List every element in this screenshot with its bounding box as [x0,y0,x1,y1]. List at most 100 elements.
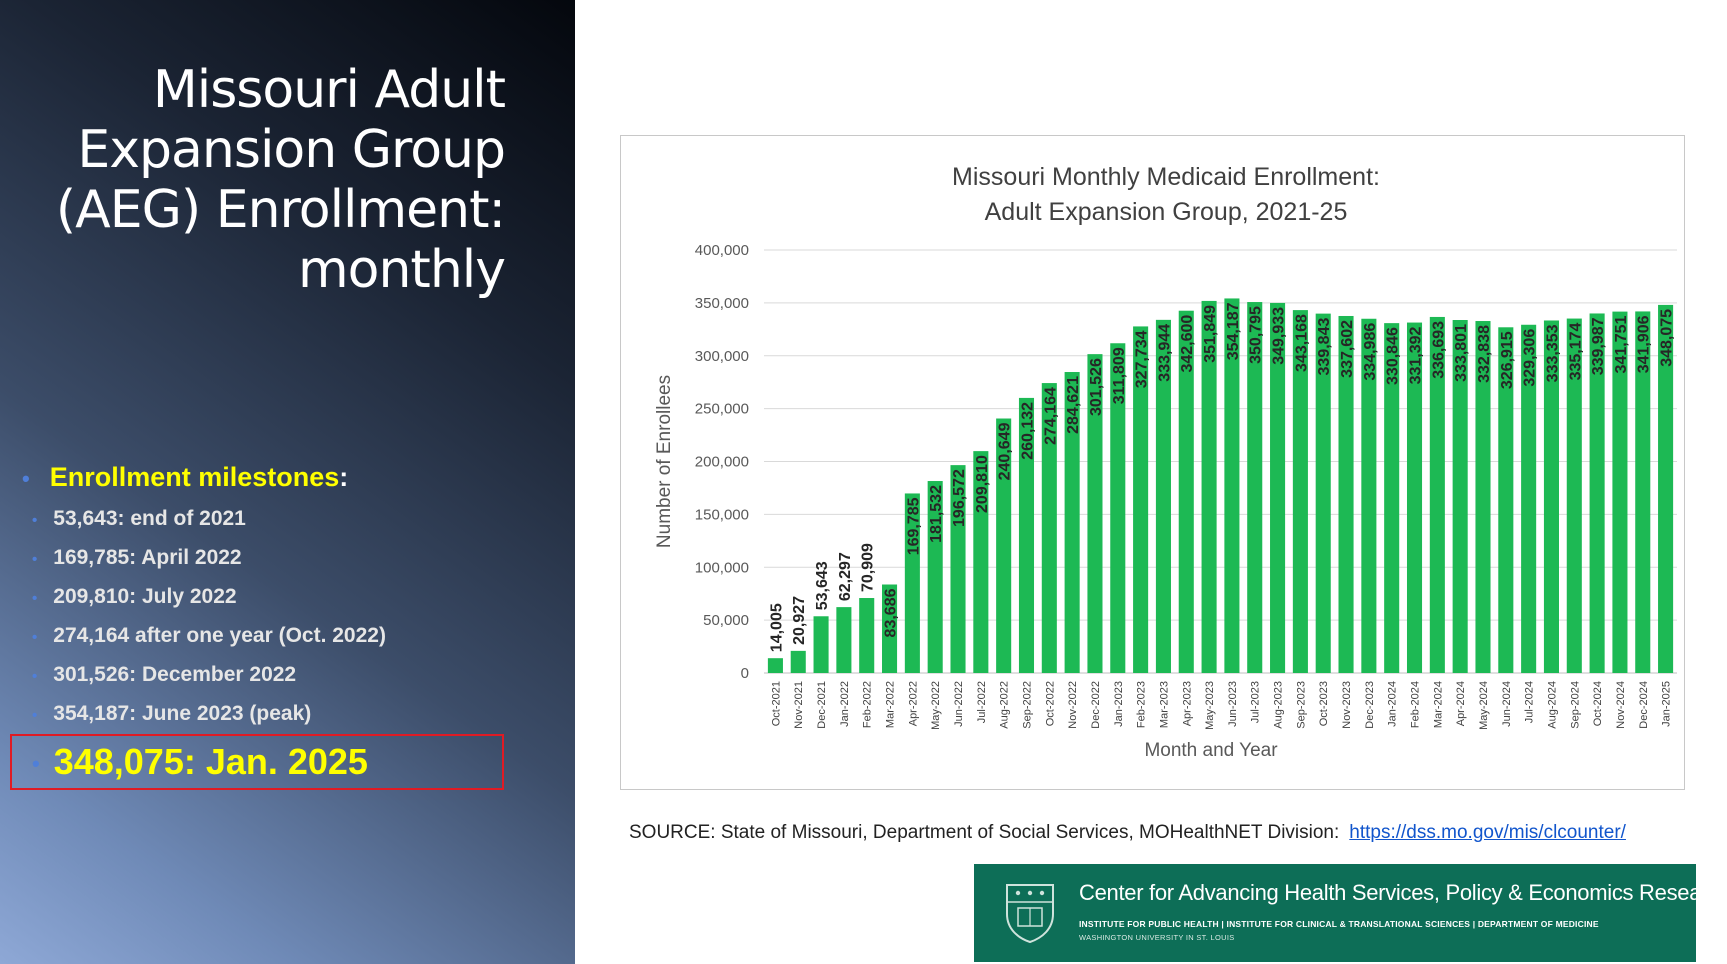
x-tick-label: Jun-2024 [1501,681,1513,727]
logo-banner: Center for Advancing Health Services, Po… [974,864,1727,962]
x-tick-label: May-2023 [1204,681,1216,730]
bar-data-label: 83,686 [883,588,900,637]
bar-data-label: 343,168 [1293,314,1310,372]
chart-bar [1384,323,1400,673]
bar-data-label: 326,915 [1499,331,1516,389]
bar-data-label: 53,643 [814,561,831,610]
x-tick-label: Jul-2024 [1524,681,1536,723]
x-tick-label: Oct-2023 [1318,681,1330,726]
chart-bar [1064,372,1080,673]
x-tick-label: Sep-2023 [1295,681,1307,729]
bullet-icon: • [32,590,38,607]
chart-bar [1224,298,1240,673]
bullet-icon: • [32,707,38,724]
bar-data-label: 330,846 [1385,327,1402,385]
x-tick-label: Oct-2021 [770,681,782,726]
bullet-icon: • [32,512,38,529]
chart-bar [1452,320,1468,673]
chart-bar [1406,322,1423,673]
milestone-highlight: • 348,075: Jan. 2025 [10,734,504,790]
bar-data-label: 284,621 [1065,376,1082,434]
enrollment-bar-chart: Missouri Monthly Medicaid Enrollment: Adu… [654,163,1677,761]
source-note: SOURCE: State of Missouri, Department of… [629,822,1626,844]
milestones-heading: • Enrollment milestones: [22,455,562,499]
chart-bar [1155,319,1171,673]
bullet-icon: • [22,466,30,491]
bar-data-label: 327,734 [1134,330,1151,388]
chart-bar [1429,316,1445,673]
milestone-highlight-text: 348,075: Jan. 2025 [53,741,368,782]
milestone-item: • 301,526: December 2022 [22,655,562,694]
bar-data-label: 260,132 [1019,402,1036,460]
x-tick-label: Dec-2022 [1090,681,1102,729]
milestone-text: 274,164 after one year (Oct. 2022) [53,624,386,647]
y-tick-label: 350,000 [695,295,749,312]
bar-data-label: 333,801 [1453,324,1470,382]
bar-data-label: 351,849 [1202,305,1219,363]
milestone-item: • 354,187: June 2023 (peak) [22,694,562,733]
bar-data-label: 337,602 [1339,320,1356,378]
x-tick-label: Jan-2023 [1113,681,1125,727]
chart-bar [1658,304,1674,673]
bar-data-label: 342,600 [1179,315,1196,373]
x-tick-label: Mar-2022 [885,681,897,728]
milestone-text: 354,187: June 2023 (peak) [53,702,312,725]
chart-bar [1201,300,1217,673]
chart-bar [1133,326,1149,673]
x-axis-label: Month and Year [1144,740,1278,761]
slide-title-line: monthly [298,240,506,300]
milestone-text: 209,810: July 2022 [53,585,237,608]
bar-data-label: 350,795 [1248,306,1265,364]
chart-bar [813,616,829,673]
bar-data-label: 331,392 [1408,326,1425,384]
bar-data-label: 333,353 [1544,324,1561,382]
y-tick-label: 200,000 [695,454,749,471]
x-tick-label: Apr-2022 [907,681,919,726]
x-tick-label: Jan-2024 [1387,681,1399,727]
bar-data-label: 334,986 [1362,323,1379,381]
bar-data-label: 20,927 [791,596,808,645]
bar-data-label: 70,909 [860,543,877,592]
milestone-text: 169,785: April 2022 [53,546,242,569]
x-tick-label: Apr-2024 [1455,681,1467,726]
chart-bar [1361,318,1377,673]
chart-container: Missouri Monthly Medicaid Enrollment: Adu… [620,135,1685,790]
logo-subtitle: INSTITUTE FOR PUBLIC HEALTH | INSTITUTE … [1079,919,1599,929]
chart-bar [950,465,966,673]
x-tick-label: Aug-2022 [999,681,1011,729]
chart-bar [1110,343,1126,673]
chart-bar [1338,315,1354,673]
x-tick-label: Sep-2022 [1021,681,1033,729]
source-link[interactable]: https://dss.mo.gov/mis/clcounter/ [1349,822,1626,843]
bar-data-label: 335,174 [1567,322,1584,380]
x-tick-label: May-2022 [930,681,942,730]
x-tick-label: Feb-2022 [862,681,874,728]
chart-bar [904,493,920,673]
x-tick-label: Jun-2022 [953,681,965,727]
chart-bar [836,607,852,673]
chart-bar [1543,320,1559,673]
bar-data-label: 339,987 [1590,317,1607,375]
x-tick-label: Mar-2024 [1432,681,1444,728]
bar-data-label: 341,751 [1613,316,1630,374]
milestone-text: 301,526: December 2022 [53,663,297,686]
chart-bar [1315,313,1331,673]
bar-data-label: 240,649 [997,422,1014,480]
chart-bar [1178,310,1194,673]
slide-title-line: Missouri Adult [152,60,506,120]
bullet-icon: • [32,751,40,777]
chart-bar [1566,318,1582,673]
chart-bar [1292,310,1308,673]
y-tick-label: 100,000 [695,559,749,576]
x-tick-label: Dec-2021 [816,681,828,729]
x-tick-label: Jul-2022 [976,681,988,723]
x-tick-label: Dec-2024 [1638,681,1650,729]
x-tick-label: Oct-2022 [1044,681,1056,726]
chart-bar [882,584,898,673]
left-panel: Missouri Adult Expansion Group (AEG) Enr… [0,0,575,964]
chart-bar [767,658,783,673]
chart-bar [1270,302,1286,673]
x-tick-label: Nov-2021 [793,681,805,729]
chart-bar [1247,302,1263,673]
milestone-item: • 274,164 after one year (Oct. 2022) [22,616,562,655]
